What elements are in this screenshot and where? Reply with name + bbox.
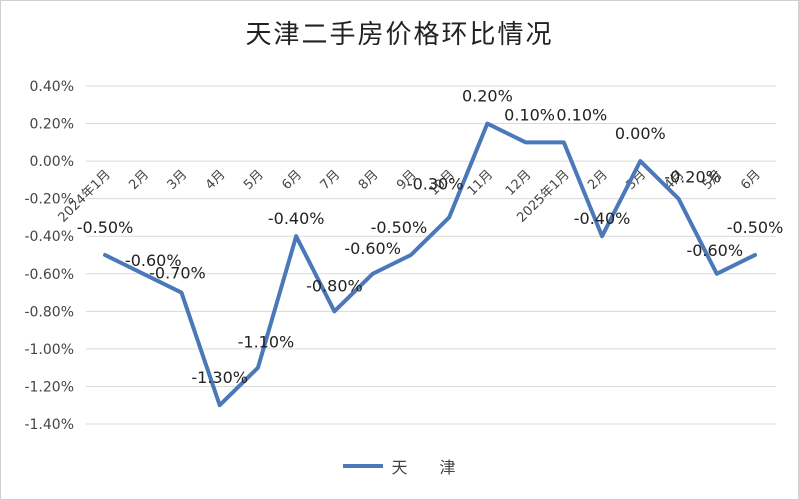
- x-tick-label: 8月: [356, 167, 382, 193]
- y-tick-label: 0.00%: [30, 154, 74, 170]
- data-label: 0.10%: [556, 105, 607, 124]
- data-label: -0.30%: [407, 174, 464, 193]
- y-tick-label: -1.00%: [24, 342, 74, 358]
- chart-title: 天津二手房价格环比情况: [245, 20, 554, 50]
- y-tick-label: -0.60%: [24, 267, 74, 283]
- x-tick-label: 2月: [126, 167, 152, 193]
- x-tick-label: 2月: [585, 167, 611, 193]
- x-tick-label: 7月: [318, 167, 344, 193]
- x-tick-label: 6月: [738, 167, 764, 193]
- x-tick-label: 4月: [203, 167, 229, 193]
- data-label: -0.80%: [306, 276, 363, 295]
- x-tick-label: 5月: [241, 167, 267, 193]
- y-tick-label: -0.80%: [24, 304, 74, 320]
- data-label: 0.20%: [462, 87, 513, 106]
- legend-swatch: [343, 464, 384, 468]
- legend-label: 天 津: [391, 458, 456, 477]
- data-label: -0.60%: [686, 241, 743, 260]
- x-tick-label: 3月: [165, 167, 191, 193]
- y-tick-label: -1.40%: [24, 417, 74, 433]
- data-label: 0.00%: [615, 124, 666, 143]
- data-label: -0.40%: [268, 209, 325, 228]
- x-tick-label: 6月: [279, 167, 305, 193]
- y-tick-label: 0.20%: [30, 117, 74, 133]
- legend: 天 津: [0, 454, 799, 478]
- data-label: -0.60%: [125, 251, 182, 270]
- series-line: [103, 121, 757, 408]
- data-label: -0.50%: [371, 218, 428, 237]
- data-label: 0.10%: [504, 105, 555, 124]
- data-label: -0.20%: [664, 168, 721, 187]
- data-label: -0.50%: [77, 218, 134, 237]
- data-label: -0.60%: [344, 239, 401, 258]
- x-tick-label: 12月: [503, 167, 534, 198]
- y-tick-label: -1.20%: [24, 379, 74, 395]
- data-label: -1.30%: [191, 368, 248, 387]
- y-tick-label: 0.40%: [30, 79, 74, 95]
- y-tick-label: -0.20%: [24, 192, 74, 208]
- data-label: -0.70%: [149, 264, 206, 283]
- data-label: -0.40%: [574, 209, 631, 228]
- y-tick-label: -0.40%: [24, 229, 74, 245]
- data-label: -0.50%: [727, 218, 784, 237]
- data-label: -1.10%: [238, 333, 295, 352]
